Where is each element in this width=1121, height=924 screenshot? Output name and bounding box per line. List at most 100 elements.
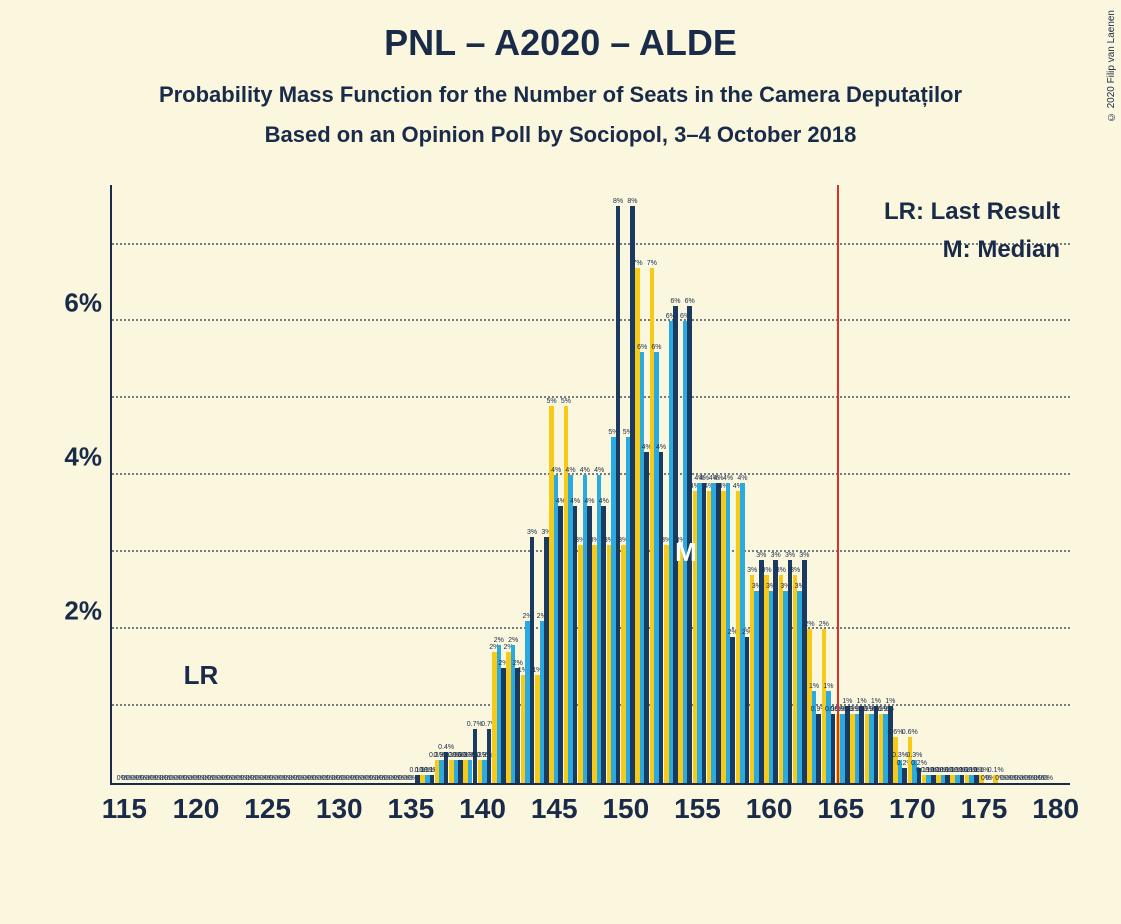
x-tick-label: 115 <box>102 793 147 825</box>
bar-value-label: 0% <box>1043 775 1053 782</box>
bar-value-label: 5% <box>547 398 557 405</box>
bar-value-label: 4% <box>570 498 580 505</box>
bar-value-label: 4% <box>599 498 609 505</box>
bar: 0.9% <box>816 714 821 783</box>
bar-value-label: 6% <box>685 298 695 305</box>
median-annotation: M <box>675 537 697 568</box>
bar-value-label: 2% <box>494 637 504 644</box>
bar-value-label: 1% <box>885 698 895 705</box>
x-tick-label: 180 <box>1032 793 1079 825</box>
bar-value-label: 0.2% <box>911 760 927 767</box>
x-tick-label: 135 <box>388 793 435 825</box>
bar: 3% <box>773 560 778 783</box>
bar-value-label: 4% <box>584 498 594 505</box>
bar: 0.1% <box>960 775 965 783</box>
bar-value-label: 0.3% <box>906 752 922 759</box>
bar-value-label: 3% <box>527 529 537 536</box>
bar-value-label: 7% <box>647 260 657 267</box>
bar: 1% <box>859 706 864 783</box>
bar: 3% <box>788 560 793 783</box>
bar-value-label: 1% <box>871 698 881 705</box>
bar: 4% <box>558 506 563 783</box>
bar-value-label: 3% <box>785 552 795 559</box>
bar-value-label: 4% <box>580 467 590 474</box>
chart-subtitle-1: Probability Mass Function for the Number… <box>0 82 1121 108</box>
x-tick-label: 170 <box>889 793 936 825</box>
x-tick-label: 150 <box>602 793 649 825</box>
y-tick-label: 6% <box>64 288 112 319</box>
chart-title: PNL – A2020 – ALDE <box>0 22 1121 64</box>
bar: 2% <box>745 637 750 783</box>
bar: 0.7% <box>487 729 492 783</box>
lr-annotation: LR <box>184 660 219 691</box>
bar: 8% <box>630 206 635 783</box>
bar: 0.1% <box>415 775 420 783</box>
bar: 4% <box>659 452 664 783</box>
bar: 1% <box>845 706 850 783</box>
bar: 4% <box>716 483 721 783</box>
last-result-line <box>837 185 839 783</box>
x-axis-labels: 1151201251301351401451501551601651701751… <box>110 793 1070 833</box>
x-tick-label: 145 <box>531 793 578 825</box>
bar-value-label: 2% <box>513 660 523 667</box>
bars-container: 0%0%0%0%0%0%0%0%0%0%0%0%0%0%0%0%0%0%0%0%… <box>112 185 1070 783</box>
bar: 8% <box>616 206 621 783</box>
bar-value-label: 0.4% <box>438 744 454 751</box>
bar-value-label: 7% <box>632 260 642 267</box>
bar-value-label: 4% <box>594 467 604 474</box>
bar-value-label: 3% <box>756 552 766 559</box>
bar: 4% <box>702 483 707 783</box>
bar: 4% <box>601 506 606 783</box>
x-tick-label: 130 <box>316 793 363 825</box>
bar-value-label: 3% <box>771 552 781 559</box>
title-block: PNL – A2020 – ALDE Probability Mass Func… <box>0 0 1121 148</box>
x-tick-label: 120 <box>173 793 220 825</box>
legend-lr: LR: Last Result <box>884 193 1060 231</box>
bar: 3% <box>544 537 549 783</box>
bar: 3% <box>759 560 764 783</box>
bar: 1% <box>888 706 893 783</box>
bar-value-label: 4% <box>551 467 561 474</box>
bar-value-label: 2% <box>508 637 518 644</box>
x-tick-label: 165 <box>817 793 864 825</box>
x-tick-label: 125 <box>244 793 291 825</box>
bar: 4% <box>573 506 578 783</box>
bar: 4% <box>587 506 592 783</box>
bar-value-label: 1% <box>823 683 833 690</box>
bar-value-label: 8% <box>613 198 623 205</box>
bar-value-label: 3% <box>747 567 757 574</box>
bar-value-label: 0.6% <box>902 729 918 736</box>
bar-value-label: 2% <box>804 621 814 628</box>
bar-value-label: 4% <box>713 475 723 482</box>
x-tick-label: 155 <box>674 793 721 825</box>
bar: 0.1% <box>931 775 936 783</box>
bar-value-label: 1% <box>857 698 867 705</box>
bar: 0.2% <box>902 768 907 783</box>
bar-value-label: 3% <box>790 567 800 574</box>
bar: 0.3% <box>458 760 463 783</box>
legend-m: M: Median <box>884 231 1060 269</box>
chart-area: 2%4%6% 0%0%0%0%0%0%0%0%0%0%0%0%0%0%0%0%0… <box>70 185 1070 825</box>
bar: 2% <box>730 637 735 783</box>
bar: 3% <box>802 560 807 783</box>
bar-value-label: 6% <box>637 344 647 351</box>
y-tick-label: 4% <box>64 442 112 473</box>
bar-value-label: 3% <box>761 567 771 574</box>
plot-area: 2%4%6% 0%0%0%0%0%0%0%0%0%0%0%0%0%0%0%0%0… <box>110 185 1070 785</box>
bar: 0.1% <box>974 775 979 783</box>
chart-subtitle-2: Based on an Opinion Poll by Sociopol, 3–… <box>0 122 1121 148</box>
bar: 0.1% <box>945 775 950 783</box>
bar-value-label: 4% <box>699 475 709 482</box>
bar: 2% <box>515 668 520 783</box>
bar-value-label: 4% <box>723 475 733 482</box>
bar: 2% <box>501 668 506 783</box>
bar-value-label: 3% <box>776 567 786 574</box>
x-tick-label: 160 <box>746 793 793 825</box>
bar: 0.9% <box>831 714 836 783</box>
y-tick-label: 2% <box>64 596 112 627</box>
bar-value-label: 3% <box>799 552 809 559</box>
bar-value-label: 8% <box>627 198 637 205</box>
bar-value-label: 4% <box>656 444 666 451</box>
bar-value-label: 1% <box>842 698 852 705</box>
bar-value-label: 5% <box>561 398 571 405</box>
